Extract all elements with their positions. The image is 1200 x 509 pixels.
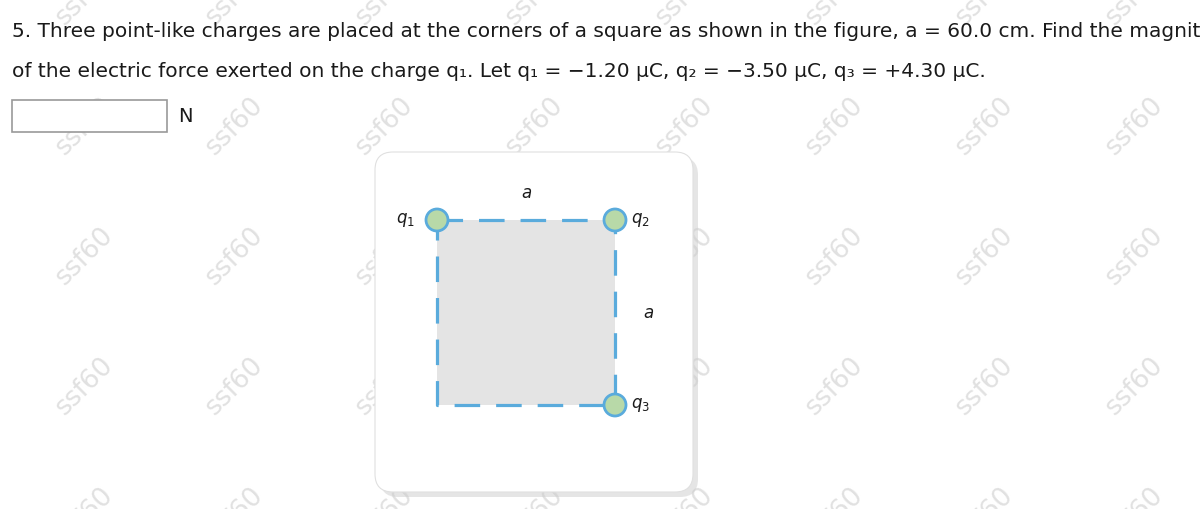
Text: ssf60: ssf60 [500,0,568,30]
Text: ssf60: ssf60 [1100,352,1168,420]
Text: ssf60: ssf60 [650,92,718,160]
Circle shape [604,394,626,416]
Text: ssf60: ssf60 [200,352,268,420]
Text: ssf60: ssf60 [800,0,868,30]
Circle shape [604,209,626,231]
Text: $q_2$: $q_2$ [631,211,650,229]
Text: ssf60: ssf60 [650,0,718,30]
Text: $q_3$: $q_3$ [631,396,650,414]
Text: ssf60: ssf60 [50,222,118,290]
Text: ssf60: ssf60 [950,482,1018,509]
Text: ssf60: ssf60 [950,352,1018,420]
Text: ssf60: ssf60 [1100,482,1168,509]
Text: ssf60: ssf60 [50,0,118,30]
Text: ssf60: ssf60 [50,92,118,160]
Text: ssf60: ssf60 [800,482,868,509]
Text: ssf60: ssf60 [50,352,118,420]
Text: ssf60: ssf60 [1100,222,1168,290]
Text: ssf60: ssf60 [350,92,418,160]
Text: a: a [521,184,532,202]
Text: ssf60: ssf60 [500,482,568,509]
Text: ssf60: ssf60 [650,482,718,509]
Text: ssf60: ssf60 [200,222,268,290]
Text: ssf60: ssf60 [800,352,868,420]
Text: ssf60: ssf60 [50,482,118,509]
Text: of the electric force exerted on the charge q₁. Let q₁ = −1.20 μC, q₂ = −3.50 μC: of the electric force exerted on the cha… [12,62,985,81]
Text: ssf60: ssf60 [950,0,1018,30]
Text: a: a [643,303,653,322]
FancyBboxPatch shape [374,152,694,492]
Text: ssf60: ssf60 [800,92,868,160]
Text: ssf60: ssf60 [500,222,568,290]
FancyBboxPatch shape [12,100,167,132]
FancyBboxPatch shape [380,157,698,497]
Text: 5. Three point-like charges are placed at the corners of a square as shown in th: 5. Three point-like charges are placed a… [12,22,1200,41]
Text: ssf60: ssf60 [1100,92,1168,160]
Text: ssf60: ssf60 [950,92,1018,160]
Text: ssf60: ssf60 [1100,0,1168,30]
Text: ssf60: ssf60 [650,352,718,420]
Text: ssf60: ssf60 [350,0,418,30]
Text: ssf60: ssf60 [500,92,568,160]
Circle shape [426,209,448,231]
Text: N: N [178,106,192,126]
Text: ssf60: ssf60 [950,222,1018,290]
Text: ssf60: ssf60 [500,352,568,420]
Bar [437,220,616,405]
Text: $q_1$: $q_1$ [396,211,415,229]
Text: ssf60: ssf60 [350,482,418,509]
Text: ssf60: ssf60 [200,0,268,30]
Text: ssf60: ssf60 [200,92,268,160]
Text: ssf60: ssf60 [800,222,868,290]
Text: ssf60: ssf60 [350,352,418,420]
Text: ssf60: ssf60 [650,222,718,290]
Text: ssf60: ssf60 [350,222,418,290]
Text: ssf60: ssf60 [200,482,268,509]
